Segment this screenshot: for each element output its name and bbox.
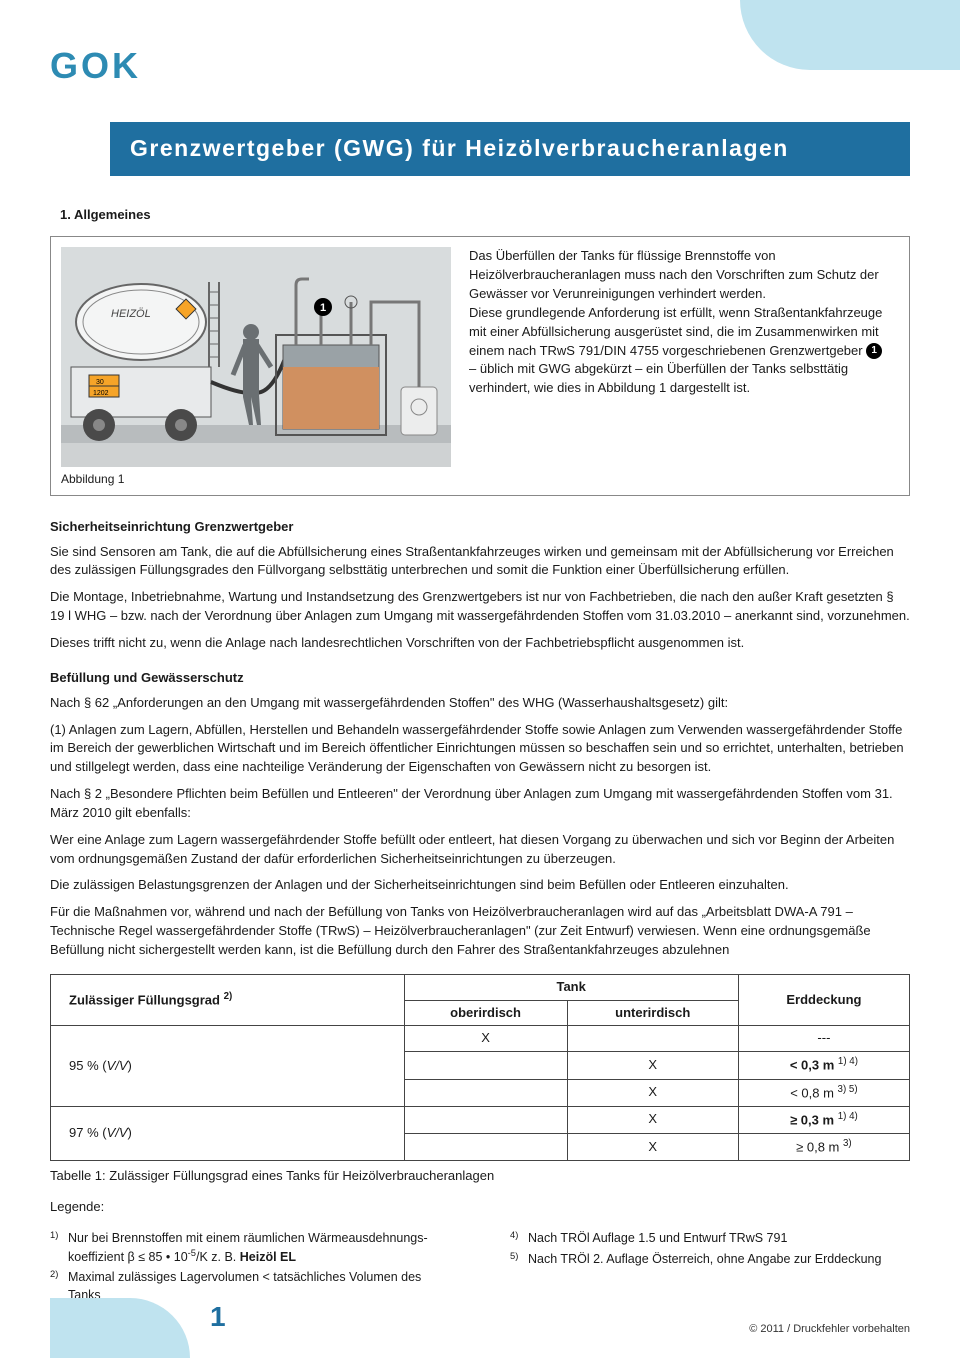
td-fill-95: 95 % (V/V) [51, 1026, 405, 1106]
td: --- [738, 1026, 909, 1052]
truck-label: HEIZÖL [111, 308, 151, 320]
td: X [567, 1133, 738, 1160]
para-b6: Für die Maßnahmen vor, während und nach … [50, 903, 910, 960]
para-a2: Die Montage, Inbetriebnahme, Wartung und… [50, 588, 910, 626]
subheading-safety: Sicherheitseinrichtung Grenzwertgeber [50, 518, 910, 537]
figure-1-image: HEIZÖL 30 1202 [61, 247, 451, 488]
figure-1-svg: HEIZÖL 30 1202 [61, 247, 451, 467]
para-b1: Nach § 62 „Anforderungen an den Umgang m… [50, 694, 910, 713]
td [404, 1106, 567, 1133]
th-below: unterirdisch [567, 1000, 738, 1026]
header-decoration [740, 0, 960, 70]
figure-text-2: Diese grundlegende Anforderung ist erfül… [469, 304, 893, 398]
td: < 0,3 m 1) 4) [738, 1052, 909, 1079]
td: X [567, 1052, 738, 1079]
para-a1: Sie sind Sensoren am Tank, die auf die A… [50, 543, 910, 581]
figure-1-box: HEIZÖL 30 1202 [50, 236, 910, 495]
figure-1-caption: Abbildung 1 [61, 471, 451, 488]
table-1-caption: Tabelle 1: Zulässiger Füllungsgrad eines… [50, 1167, 910, 1186]
copyright: © 2011 / Druckfehler vorbehalten [749, 1322, 910, 1338]
page: GOK Grenzwertgeber (GWG) für Heizölverbr… [0, 0, 960, 1358]
th-above: oberirdisch [404, 1000, 567, 1026]
para-b3: Nach § 2 „Besondere Pflichten beim Befül… [50, 785, 910, 823]
td: < 0,8 m 3) 5) [738, 1079, 909, 1106]
td [404, 1133, 567, 1160]
td-fill-97: 97 % (V/V) [51, 1106, 405, 1160]
td: X [404, 1026, 567, 1052]
subheading-fill: Befüllung und Gewässerschutz [50, 669, 910, 688]
td [404, 1052, 567, 1079]
th-fill: Zulässiger Füllungsgrad 2) [51, 974, 405, 1026]
td: X [567, 1106, 738, 1133]
td: ≥ 0,3 m 1) 4) [738, 1106, 909, 1133]
th-cover: Erddeckung [738, 974, 909, 1026]
figure-1-text: Das Überfüllen der Tanks für flüssige Br… [469, 247, 893, 488]
td: ≥ 0,8 m 3) [738, 1133, 909, 1160]
figure-text-1: Das Überfüllen der Tanks für flüssige Br… [469, 247, 893, 304]
para-b4: Wer eine Anlage zum Lagern wassergefährd… [50, 831, 910, 869]
table-1: Zulässiger Füllungsgrad 2) Tank Erddecku… [50, 974, 910, 1161]
badge-1-icon: 1 [866, 343, 882, 359]
table-row: 97 % (V/V) X ≥ 0,3 m 1) 4) [51, 1106, 910, 1133]
svg-text:1202: 1202 [93, 390, 109, 397]
footer: 1 © 2011 / Druckfehler vorbehalten [50, 1288, 910, 1338]
para-a3: Dieses trifft nicht zu, wenn die Anlage … [50, 634, 910, 653]
page-number: 1 [210, 1297, 226, 1338]
svg-text:1: 1 [320, 302, 326, 314]
table-row: 95 % (V/V) X --- [51, 1026, 910, 1052]
body-text: Sicherheitseinrichtung Grenzwertgeber Si… [50, 518, 910, 960]
th-tank: Tank [404, 974, 738, 1000]
para-b5: Die zulässigen Belastungsgrenzen der Anl… [50, 876, 910, 895]
section-1-heading: 1. Allgemeines [60, 206, 910, 225]
legend-title: Legende: [50, 1198, 910, 1217]
page-title: Grenzwertgeber (GWG) für Heizölverbrauch… [110, 122, 910, 175]
logo-text: GOK [50, 45, 141, 86]
td [404, 1079, 567, 1106]
footer-decoration [50, 1298, 190, 1358]
td [567, 1026, 738, 1052]
para-b2: (1) Anlagen zum Lagern, Abfüllen, Herste… [50, 721, 910, 778]
td: X [567, 1079, 738, 1106]
svg-text:30: 30 [96, 379, 104, 386]
